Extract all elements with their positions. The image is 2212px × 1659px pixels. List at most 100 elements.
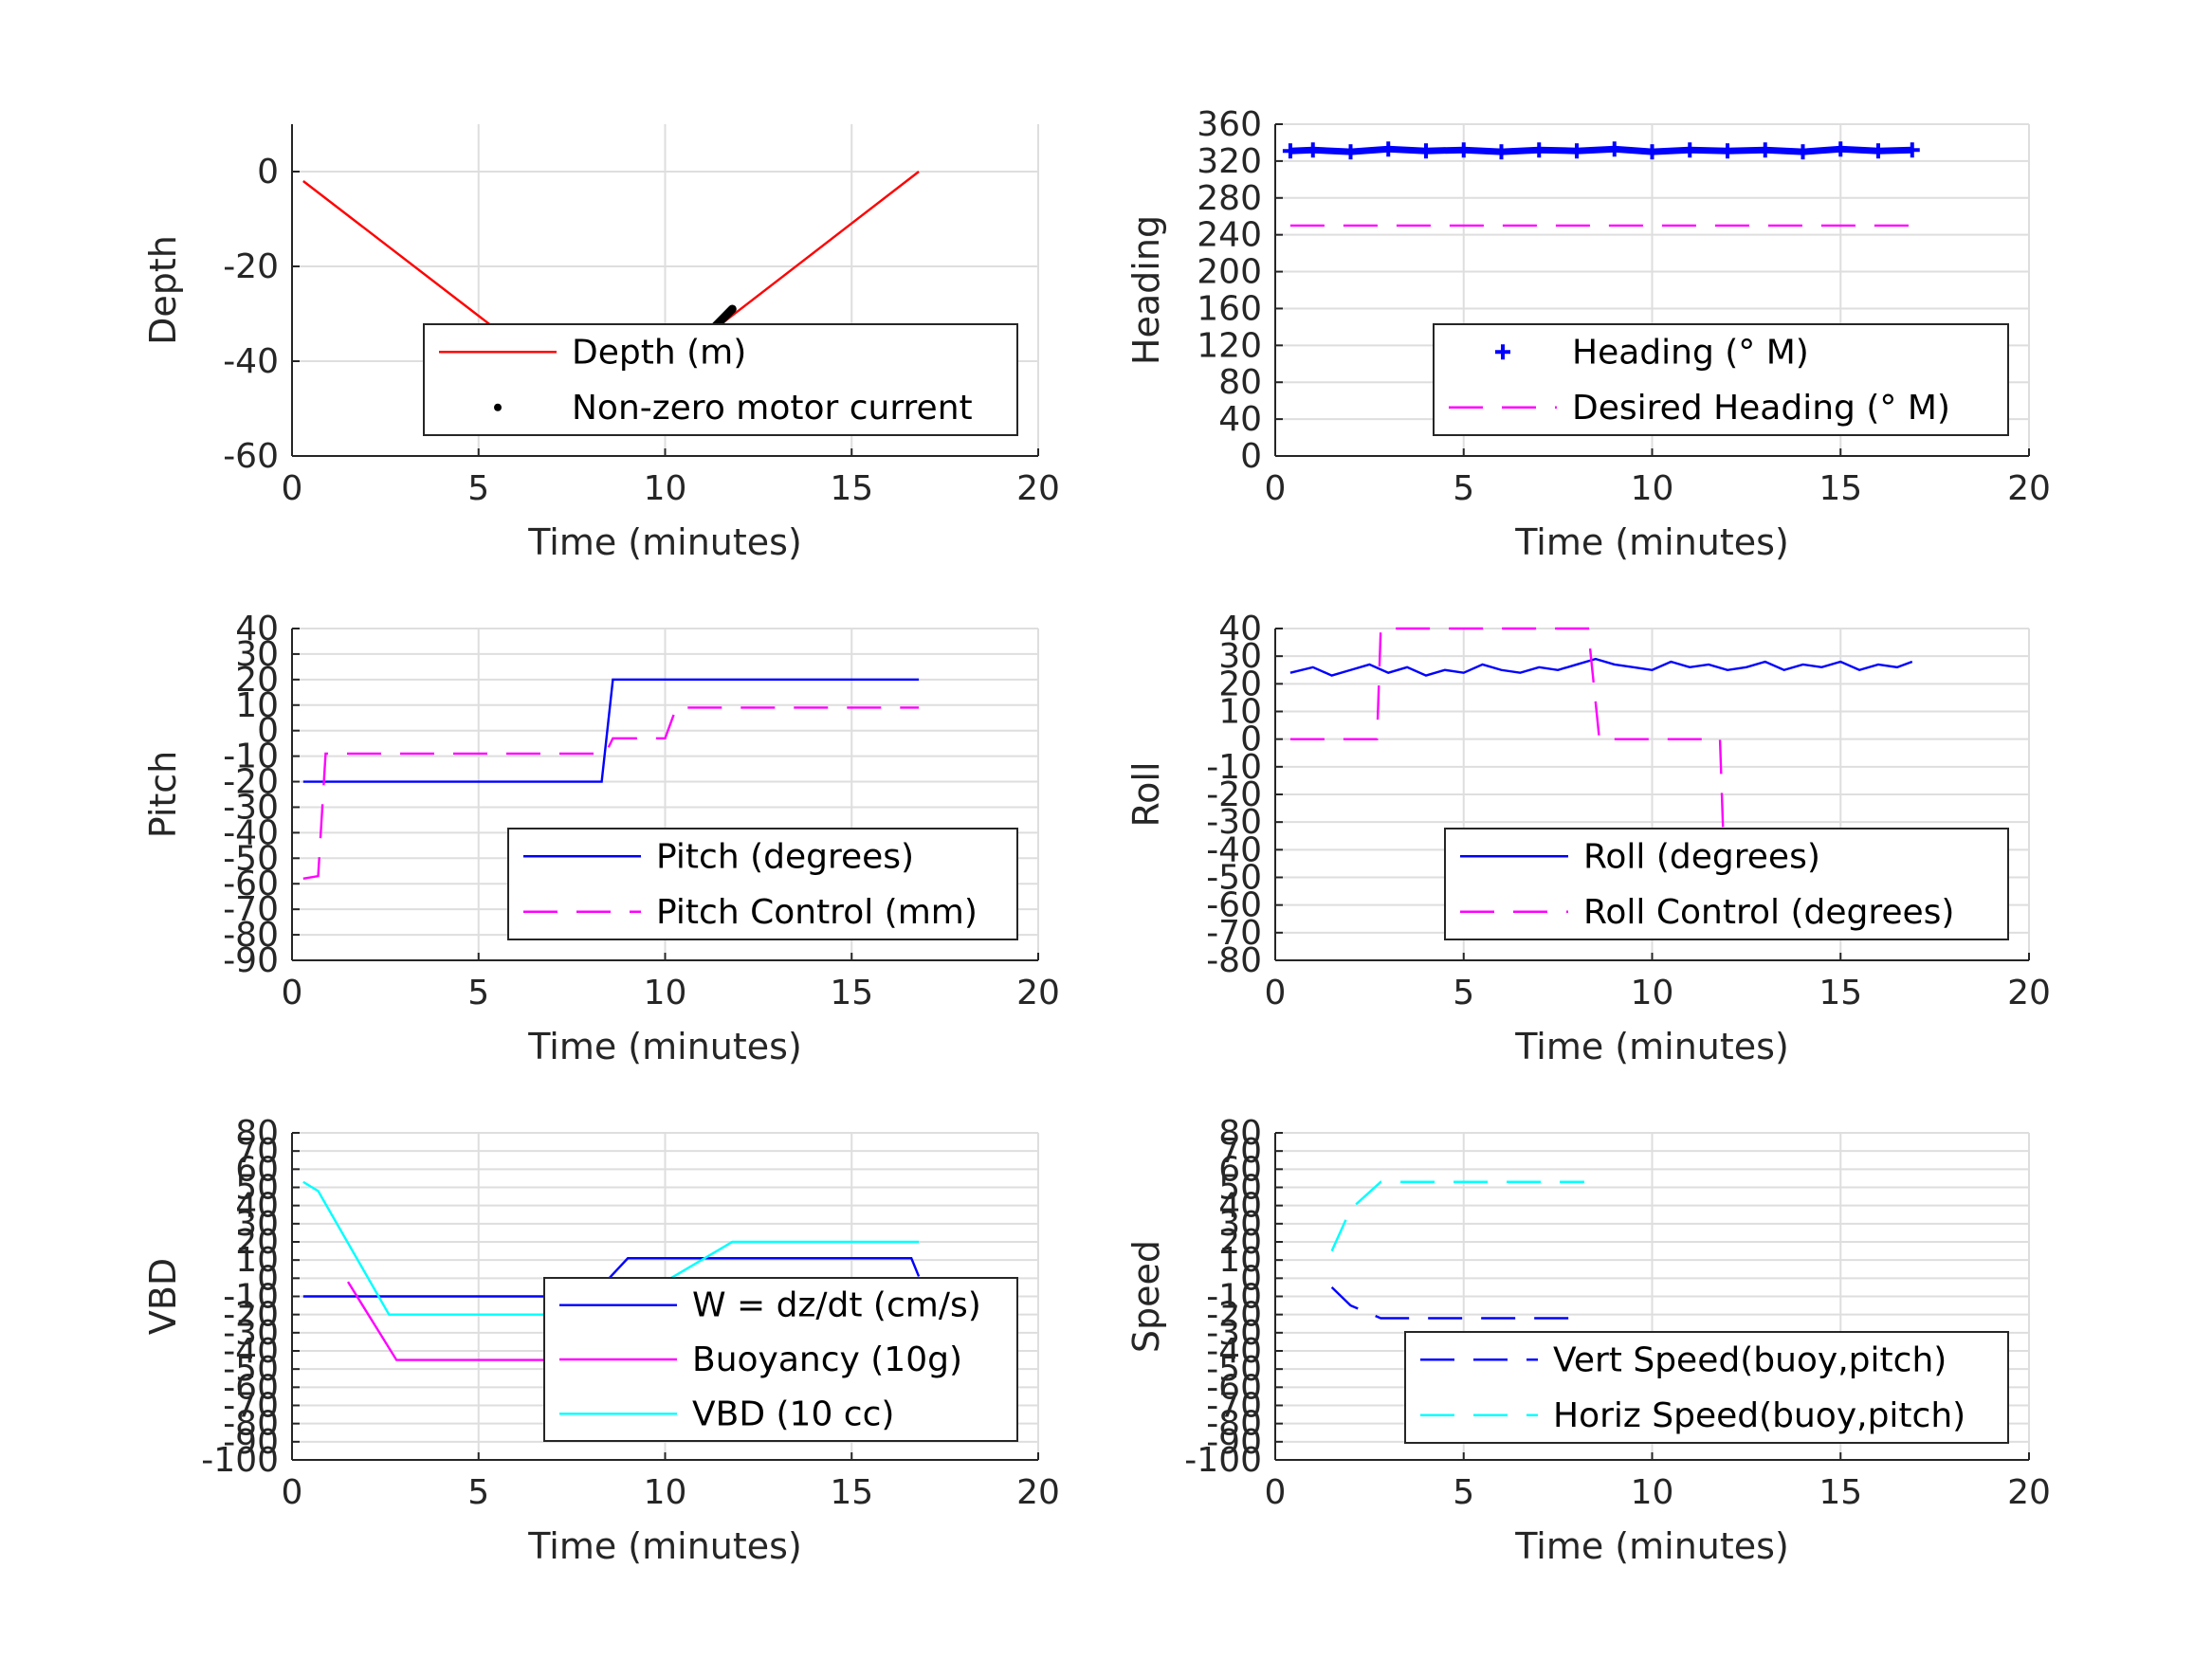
y-tick-label: -20 xyxy=(223,763,279,802)
y-tick-label: -60 xyxy=(1206,1368,1262,1407)
x-tick-label: 20 xyxy=(1016,469,1060,508)
y-tick-label: -10 xyxy=(1206,1278,1262,1317)
legend-box xyxy=(1433,323,2009,436)
y-tick-label: -40 xyxy=(1206,1332,1262,1371)
legend: Pitch (degrees) Pitch Control (mm) xyxy=(507,828,1018,940)
x-tick-label: 0 xyxy=(282,469,303,508)
legend-label: Desired Heading (° M) xyxy=(1572,389,1950,428)
legend: Roll (degrees) Roll Control (degrees) xyxy=(1444,828,2009,940)
y-axis-title: Depth xyxy=(142,235,184,345)
x-axis-title: Time (minutes) xyxy=(1514,1026,1789,1067)
y-tick-label: -10 xyxy=(1206,748,1262,787)
y-tick-label: 50 xyxy=(1218,1169,1262,1208)
legend-label: Non-zero motor current xyxy=(572,389,973,428)
x-tick-label: 0 xyxy=(1265,1473,1287,1512)
legend-box xyxy=(423,323,1018,436)
y-tick-label: -80 xyxy=(1206,941,1262,980)
x-tick-label: 5 xyxy=(1453,469,1474,508)
plus-marker xyxy=(1757,142,1773,158)
y-tick-label: -50 xyxy=(223,839,279,878)
series-line-2 xyxy=(302,706,920,881)
y-tick-label: 40 xyxy=(1218,400,1262,439)
plus-marker xyxy=(1493,144,1509,160)
x-tick-label: 5 xyxy=(1453,974,1474,1012)
y-tick-label: -90 xyxy=(1206,1423,1262,1462)
panel-vbd: 0 5 10 15 20-100-90-80-70-60-50-40-30-20-100… xyxy=(142,1114,1060,1567)
y-tick-label: 70 xyxy=(1218,1132,1262,1171)
x-axis-title: Time (minutes) xyxy=(527,1026,802,1067)
y-tick-label: 10 xyxy=(235,1241,279,1280)
y-tick-label: -20 xyxy=(1206,775,1262,814)
x-tick-label: 20 xyxy=(2007,1473,2051,1512)
y-tick-label: 60 xyxy=(235,1150,279,1189)
y-tick-label: 200 xyxy=(1197,253,1262,292)
x-tick-label: 10 xyxy=(644,974,687,1012)
y-tick-label: -70 xyxy=(1206,914,1262,953)
y-tick-label: 240 xyxy=(1197,216,1262,255)
legend-label: Depth (m) xyxy=(572,333,746,372)
y-tick-label: 70 xyxy=(235,1132,279,1171)
y-tick-label: 0 xyxy=(257,1259,279,1298)
y-tick-label: -90 xyxy=(223,941,279,980)
y-tick-label: 120 xyxy=(1197,326,1262,365)
y-tick-label: 30 xyxy=(235,1205,279,1244)
legend: Vert Speed(buoy,pitch) Horiz Speed(buoy,p… xyxy=(1404,1331,2009,1444)
y-tick-label: -70 xyxy=(223,890,279,929)
y-tick-label: -80 xyxy=(1206,1405,1262,1444)
y-tick-label: -90 xyxy=(223,1423,279,1462)
plot-series xyxy=(302,678,920,881)
x-tick-label: 15 xyxy=(1819,1473,1862,1512)
legend: Depth (m) Non-zero motor current xyxy=(423,323,1018,436)
plus-marker xyxy=(1305,142,1321,158)
legend-label: VBD (10 cc) xyxy=(692,1395,894,1433)
y-axis-title: Heading xyxy=(1125,215,1167,365)
y-tick-label: 10 xyxy=(1218,693,1262,732)
legend-label: Roll Control (degrees) xyxy=(1583,893,1954,932)
y-tick-label: -70 xyxy=(223,1387,279,1426)
plot-series xyxy=(1330,1180,1584,1320)
x-tick-label: 20 xyxy=(2007,469,2051,508)
y-tick-label: 20 xyxy=(1218,665,1262,703)
plot-series xyxy=(1289,627,1913,851)
series-line-3 xyxy=(302,1180,920,1316)
legend-label: W = dz/dt (cm/s) xyxy=(692,1286,981,1325)
series-line-2 xyxy=(347,1281,598,1361)
x-tick-label: 10 xyxy=(1631,1473,1674,1512)
x-axis-title: Time (minutes) xyxy=(1514,1525,1789,1567)
plus-marker xyxy=(1531,142,1547,158)
y-tick-label: 30 xyxy=(1218,637,1262,676)
plus-marker xyxy=(1343,144,1359,160)
y-tick-label: 20 xyxy=(235,661,279,700)
x-tick-label: 10 xyxy=(1631,469,1674,508)
legend-label: Pitch (degrees) xyxy=(656,837,914,876)
y-tick-label: 280 xyxy=(1197,179,1262,218)
plus-marker xyxy=(1795,144,1811,160)
legend-box xyxy=(1444,828,2009,940)
x-tick-label: 10 xyxy=(644,1473,687,1512)
plus-marker xyxy=(1418,143,1434,159)
y-tick-label: -50 xyxy=(223,1350,279,1389)
legend-swatch xyxy=(1495,344,1510,360)
legend-label: Horiz Speed(buoy,pitch) xyxy=(1553,1396,1965,1435)
y-tick-label: 60 xyxy=(1218,1150,1262,1189)
legend: W = dz/dt (cm/s) Buoyancy (10g) VBD (10 cc… xyxy=(543,1277,1018,1442)
y-tick-label: -20 xyxy=(223,247,279,286)
y-tick-label: -10 xyxy=(223,738,279,776)
legend-label: Vert Speed(buoy,pitch) xyxy=(1553,1340,1947,1379)
y-axis-title: Speed xyxy=(1125,1240,1167,1353)
x-tick-label: 15 xyxy=(1819,974,1862,1012)
y-tick-label: 40 xyxy=(1218,610,1262,648)
y-tick-label: 160 xyxy=(1197,289,1262,328)
y-tick-label: -70 xyxy=(1206,1387,1262,1426)
plus-marker xyxy=(1720,143,1735,159)
y-tick-label: -30 xyxy=(223,1314,279,1353)
y-tick-label: 80 xyxy=(1218,363,1262,402)
plus-marker xyxy=(1380,141,1397,157)
y-tick-label: 50 xyxy=(235,1169,279,1208)
y-tick-label: 10 xyxy=(1218,1241,1262,1280)
y-tick-label: -80 xyxy=(223,916,279,955)
y-tick-label: -40 xyxy=(223,342,279,381)
x-tick-label: 5 xyxy=(467,469,489,508)
y-tick-label: 0 xyxy=(1240,437,1262,476)
y-tick-label: 10 xyxy=(235,686,279,725)
